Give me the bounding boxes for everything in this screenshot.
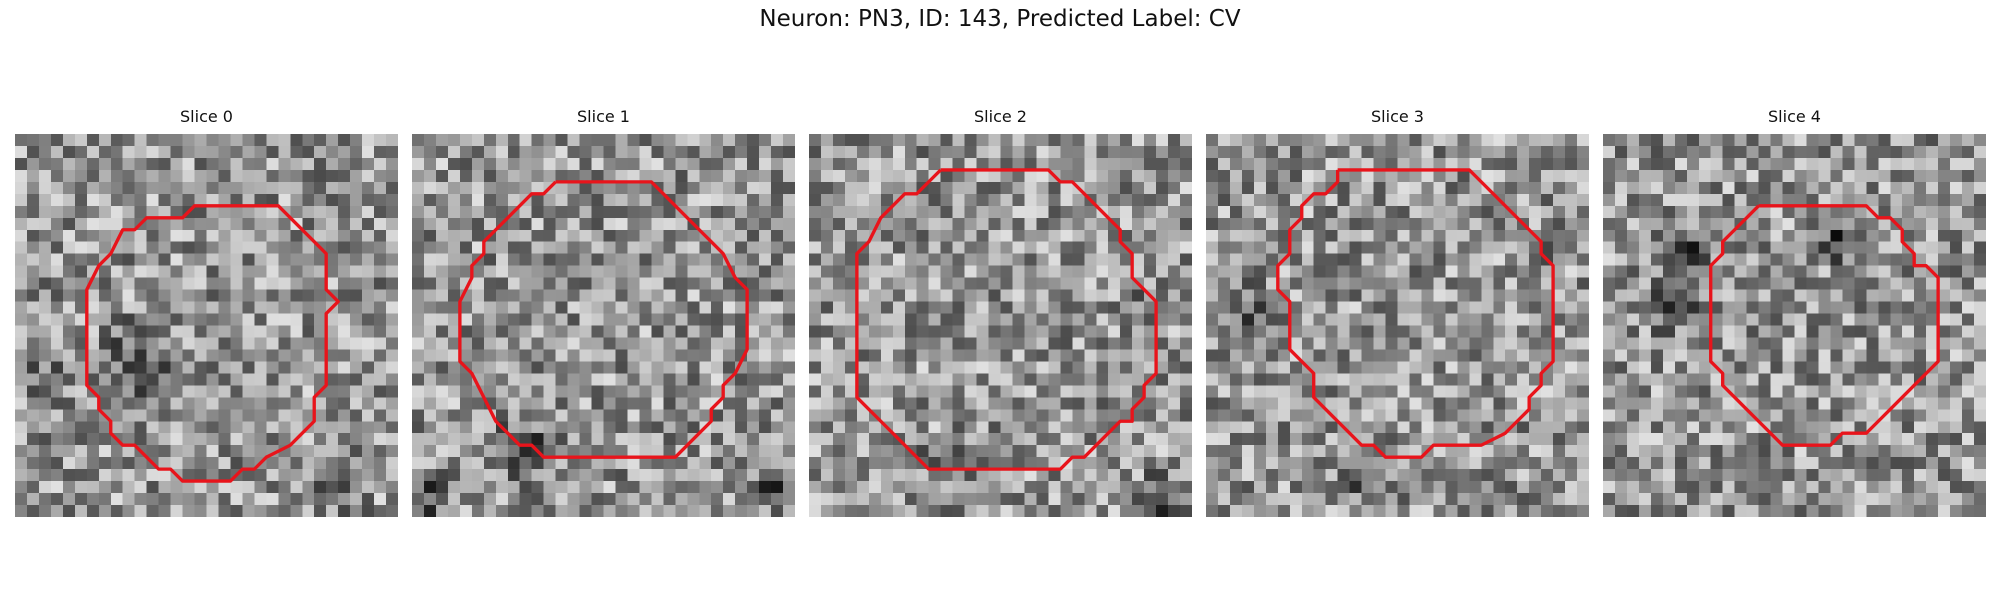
slice-panel-1: Slice 1 (412, 106, 795, 128)
slice-title: Slice 4 (1603, 106, 1986, 128)
slice-title: Slice 3 (1206, 106, 1589, 128)
slice-title: Slice 0 (15, 106, 398, 128)
contour-overlay (1603, 134, 1986, 517)
slice-panel-0: Slice 0 (15, 106, 398, 128)
slice-panel-2: Slice 2 (809, 106, 1192, 128)
slice-panel-4: Slice 4 (1603, 106, 1986, 128)
cell-contour-outline (1711, 206, 1938, 445)
cell-contour-outline (857, 170, 1156, 469)
contour-overlay (412, 134, 795, 517)
slice-title: Slice 2 (809, 106, 1192, 128)
cell-contour-outline (460, 182, 747, 457)
slice-title: Slice 1 (412, 106, 795, 128)
figure-title: Neuron: PN3, ID: 143, Predicted Label: C… (0, 6, 2000, 32)
contour-overlay (15, 134, 398, 517)
cell-contour-outline (87, 206, 338, 481)
contour-overlay (1206, 134, 1589, 517)
contour-overlay (809, 134, 1192, 517)
cell-contour-outline (1278, 170, 1553, 457)
slice-panel-3: Slice 3 (1206, 106, 1589, 128)
